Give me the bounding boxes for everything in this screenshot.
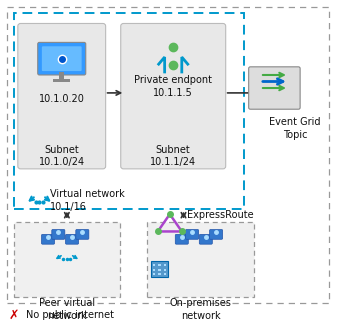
Text: 10.1.1.5: 10.1.1.5 [153,88,193,98]
Bar [153,269,155,271]
Text: Subnet
10.1.0/24: Subnet 10.1.0/24 [39,145,85,167]
Bar [164,264,166,266]
Bar [158,273,161,275]
Text: 10.1.0.20: 10.1.0.20 [39,95,85,104]
Bar [153,273,155,275]
Text: Subnet
10.1.1/24: Subnet 10.1.1/24 [150,145,196,167]
Bar [158,269,161,271]
FancyBboxPatch shape [18,23,106,169]
Text: On-premises
network: On-premises network [170,298,232,321]
Text: Event Grid
Topic: Event Grid Topic [269,117,321,140]
FancyBboxPatch shape [199,234,212,244]
FancyBboxPatch shape [38,42,86,75]
FancyBboxPatch shape [249,67,300,109]
Text: ExpressRoute: ExpressRoute [187,210,253,220]
Text: Private endpont: Private endpont [134,75,212,85]
FancyBboxPatch shape [121,23,226,169]
Bar [14,222,120,297]
FancyBboxPatch shape [42,46,82,71]
Bar [164,269,166,271]
FancyBboxPatch shape [210,230,223,239]
FancyBboxPatch shape [42,234,55,244]
FancyBboxPatch shape [76,230,89,239]
FancyBboxPatch shape [151,261,168,277]
Bar [158,264,161,266]
Bar [147,222,254,297]
FancyBboxPatch shape [175,234,188,244]
FancyBboxPatch shape [52,230,65,239]
Bar [53,79,70,82]
Bar [153,264,155,266]
Bar [59,72,64,80]
Bar [14,13,244,209]
Text: Peer virtual
network: Peer virtual network [39,298,95,321]
FancyBboxPatch shape [66,234,79,244]
Bar [164,273,166,275]
Text: Virtual network
10.1/16: Virtual network 10.1/16 [50,189,125,212]
FancyBboxPatch shape [186,230,199,239]
Text: No public internet: No public internet [26,310,114,320]
Text: ✗: ✗ [9,309,19,322]
